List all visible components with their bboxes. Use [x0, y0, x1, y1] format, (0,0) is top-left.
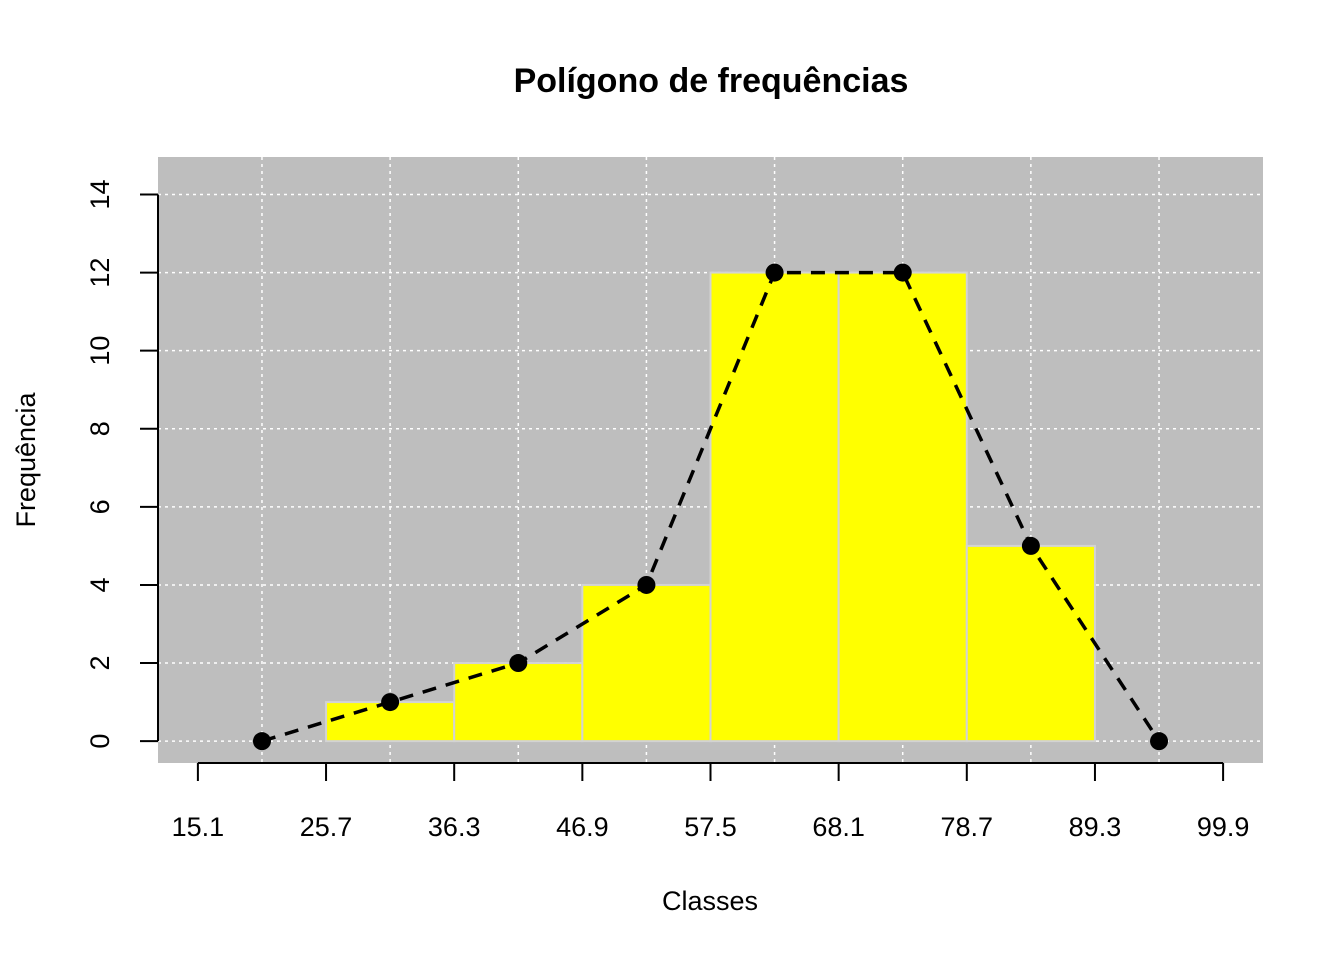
polygon-point [893, 263, 912, 282]
polygon-line [261, 270, 1161, 743]
x-tick-label: 68.1 [812, 812, 865, 842]
x-tick-label: 57.5 [684, 812, 737, 842]
polygon-point [637, 575, 656, 594]
y-tick-label: 6 [85, 499, 115, 514]
histogram-bars [325, 271, 1096, 743]
y-tick-label: 8 [85, 421, 115, 436]
x-tick-label: 46.9 [556, 812, 609, 842]
polygon-point [1150, 732, 1169, 751]
x-tick-label: 15.1 [172, 812, 225, 842]
polygon-point [1021, 536, 1040, 555]
x-tick-label: 99.9 [1197, 812, 1250, 842]
polygon-point [381, 693, 400, 712]
y-tick-label: 10 [85, 336, 115, 366]
y-axis-label: Frequência [11, 391, 41, 527]
frequency-polygon [252, 263, 1169, 751]
histogram-bar [453, 662, 584, 743]
polygon-point [509, 654, 528, 673]
histogram-bar [965, 544, 1096, 743]
chart-title: Polígono de frequências [514, 62, 909, 100]
x-tick-label: 89.3 [1069, 812, 1122, 842]
x-tick-label: 36.3 [428, 812, 481, 842]
x-axis: 15.1 25.7 36.3 46.9 57.5 68.1 78.7 89.3 99.9 [172, 762, 1250, 842]
y-tick-label: 12 [85, 258, 115, 288]
x-tick-label: 25.7 [300, 812, 353, 842]
histogram-bar [581, 583, 712, 743]
polygon-point [765, 263, 784, 282]
y-tick-label: 4 [85, 577, 115, 592]
polygon-point [252, 732, 271, 751]
y-tick-label: 14 [85, 179, 115, 209]
y-tick-label: 0 [85, 734, 115, 749]
histogram-bar [837, 271, 968, 743]
histogram-bar [709, 271, 840, 743]
x-axis-label: Classes [662, 886, 758, 916]
y-tick-label: 2 [85, 656, 115, 671]
x-tick-label: 78.7 [941, 812, 994, 842]
y-axis: 0 2 4 6 8 10 12 14 [85, 179, 159, 749]
